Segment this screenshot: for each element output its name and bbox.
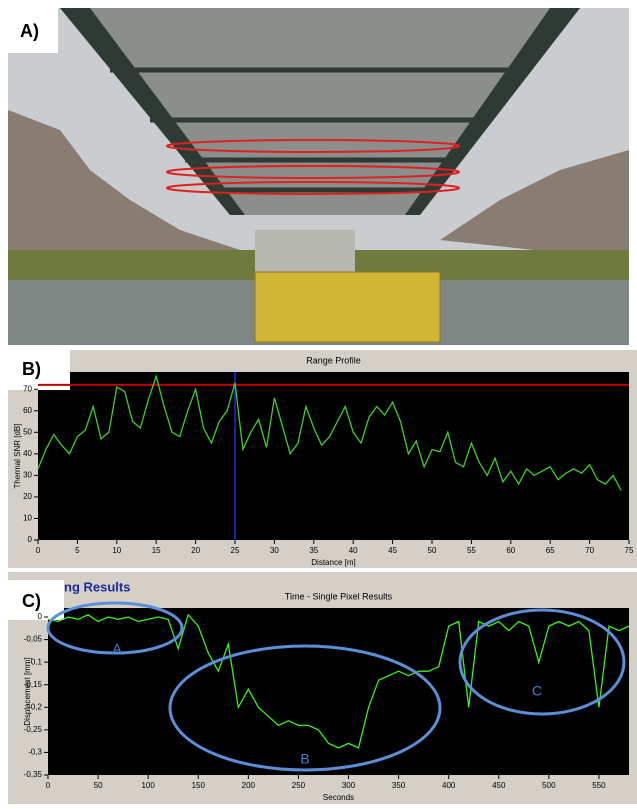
y-tick-label: 0 — [28, 535, 33, 544]
y-tick-label: 50 — [23, 427, 32, 436]
x-tick-label: 450 — [492, 781, 506, 790]
radar-box — [254, 271, 441, 343]
photo: A) — [8, 8, 629, 345]
x-tick-label: 500 — [542, 781, 556, 790]
y-tick-label: -0,25 — [24, 725, 43, 734]
x-tick-label: 70 — [585, 546, 594, 555]
y-tick-label: 10 — [23, 514, 32, 523]
label-bg — [8, 580, 64, 620]
label-bg — [8, 350, 70, 390]
x-axis-label: Seconds — [323, 793, 354, 802]
x-tick-label: 5 — [75, 546, 80, 555]
x-tick-label: 0 — [36, 546, 41, 555]
x-tick-label: 350 — [392, 781, 406, 790]
x-tick-label: 50 — [428, 546, 437, 555]
panel-label: A) — [20, 21, 39, 41]
y-tick-label: 0 — [38, 612, 43, 621]
data-line — [47, 613, 630, 749]
annotation: B — [300, 751, 309, 767]
x-tick-label: 35 — [309, 546, 318, 555]
x-tick-label: 55 — [467, 546, 476, 555]
x-tick-label: 0 — [46, 781, 51, 790]
y-tick-label: 60 — [23, 406, 32, 415]
y-axis-label: Thermal SNR [dB] — [13, 424, 22, 489]
x-tick-label: 60 — [506, 546, 515, 555]
y-tick-label: -0,05 — [24, 635, 43, 644]
annotation: C — [532, 683, 542, 699]
x-tick-label: 20 — [191, 546, 200, 555]
x-tick-label: 65 — [546, 546, 555, 555]
label-bg — [8, 8, 58, 53]
y-tick-label: 40 — [23, 449, 32, 458]
trees-right — [440, 150, 629, 260]
x-tick-label: 400 — [442, 781, 456, 790]
target-rings — [166, 139, 460, 195]
highlight-ellipse — [46, 601, 184, 655]
x-tick-label: 300 — [342, 781, 356, 790]
x-tick-label: 100 — [141, 781, 155, 790]
chart-title: Range Profile — [306, 355, 361, 365]
x-tick-label: 30 — [270, 546, 279, 555]
panel-label: B) — [22, 359, 41, 379]
data-line — [37, 374, 622, 491]
x-tick-label: 40 — [349, 546, 358, 555]
x-tick-label: 25 — [231, 546, 240, 555]
annotation: A — [112, 641, 122, 657]
trees-left — [8, 110, 240, 260]
x-tick-label: 50 — [94, 781, 103, 790]
x-tick-label: 75 — [625, 546, 634, 555]
highlight-ellipse — [168, 644, 442, 772]
panel-header: ng Results — [64, 579, 130, 594]
y-tick-label: 20 — [23, 492, 32, 501]
x-tick-label: 15 — [152, 546, 161, 555]
y-tick-label: -0,2 — [28, 702, 42, 711]
y-tick-label: -0,35 — [24, 770, 43, 779]
plot-b — [38, 372, 629, 540]
y-tick-label: 30 — [23, 470, 32, 479]
x-tick-label: 200 — [242, 781, 256, 790]
pier — [255, 230, 355, 275]
x-tick-label: 10 — [112, 546, 121, 555]
x-axis-label: Distance [m] — [311, 558, 355, 567]
cross-beams — [110, 67, 520, 193]
x-tick-label: 250 — [292, 781, 306, 790]
x-tick-label: 550 — [592, 781, 606, 790]
x-tick-label: 45 — [388, 546, 397, 555]
highlight-ellipse — [458, 608, 626, 716]
panel-label: C) — [22, 591, 41, 611]
y-tick-label: 70 — [23, 384, 32, 393]
chart-title: Time - Single Pixel Results — [285, 591, 393, 601]
y-axis-label: Displacement [mm] — [23, 657, 32, 725]
y-tick-label: -0,15 — [24, 680, 43, 689]
y-tick-label: -0,3 — [28, 748, 42, 757]
y-tick-label: -0,1 — [28, 657, 42, 666]
bridge-girders — [60, 8, 580, 215]
x-tick-label: 150 — [192, 781, 206, 790]
